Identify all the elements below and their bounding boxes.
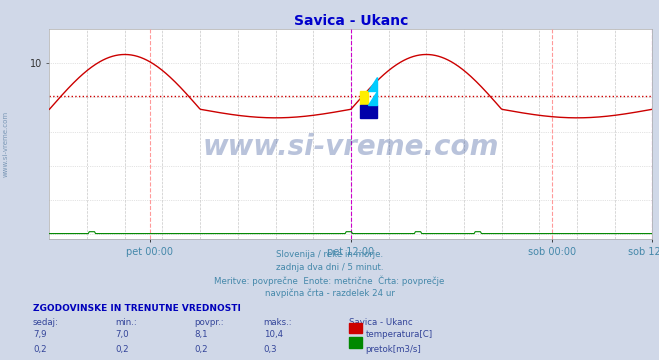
Text: 0,3: 0,3: [264, 345, 277, 354]
Text: 10,4: 10,4: [264, 330, 283, 339]
Text: Meritve: povprečne  Enote: metrične  Črta: povprečje: Meritve: povprečne Enote: metrične Črta:…: [214, 275, 445, 286]
Title: Savica - Ukanc: Savica - Ukanc: [294, 14, 408, 28]
Polygon shape: [368, 77, 377, 91]
Text: www.si-vreme.com: www.si-vreme.com: [203, 133, 499, 161]
Text: min.:: min.:: [115, 318, 137, 327]
Text: 0,2: 0,2: [115, 345, 129, 354]
Text: ZGODOVINSKE IN TRENUTNE VREDNOSTI: ZGODOVINSKE IN TRENUTNE VREDNOSTI: [33, 304, 241, 313]
Text: pretok[m3/s]: pretok[m3/s]: [366, 345, 422, 354]
Text: 8,1: 8,1: [194, 330, 208, 339]
Bar: [360, 105, 377, 118]
Bar: [360, 91, 368, 105]
Text: www.si-vreme.com: www.si-vreme.com: [2, 111, 9, 177]
Text: maks.:: maks.:: [264, 318, 292, 327]
Text: navpična črta - razdelek 24 ur: navpična črta - razdelek 24 ur: [264, 288, 395, 297]
Polygon shape: [368, 91, 377, 105]
Text: temperatura[C]: temperatura[C]: [366, 330, 433, 339]
Text: 7,9: 7,9: [33, 330, 46, 339]
Text: Slovenija / reke in morje.: Slovenija / reke in morje.: [276, 250, 383, 259]
Text: Savica - Ukanc: Savica - Ukanc: [349, 318, 413, 327]
Text: 0,2: 0,2: [33, 345, 47, 354]
Text: zadnja dva dni / 5 minut.: zadnja dva dni / 5 minut.: [275, 263, 384, 272]
Text: povpr.:: povpr.:: [194, 318, 224, 327]
Text: 0,2: 0,2: [194, 345, 208, 354]
Text: sedaj:: sedaj:: [33, 318, 59, 327]
Text: 7,0: 7,0: [115, 330, 129, 339]
